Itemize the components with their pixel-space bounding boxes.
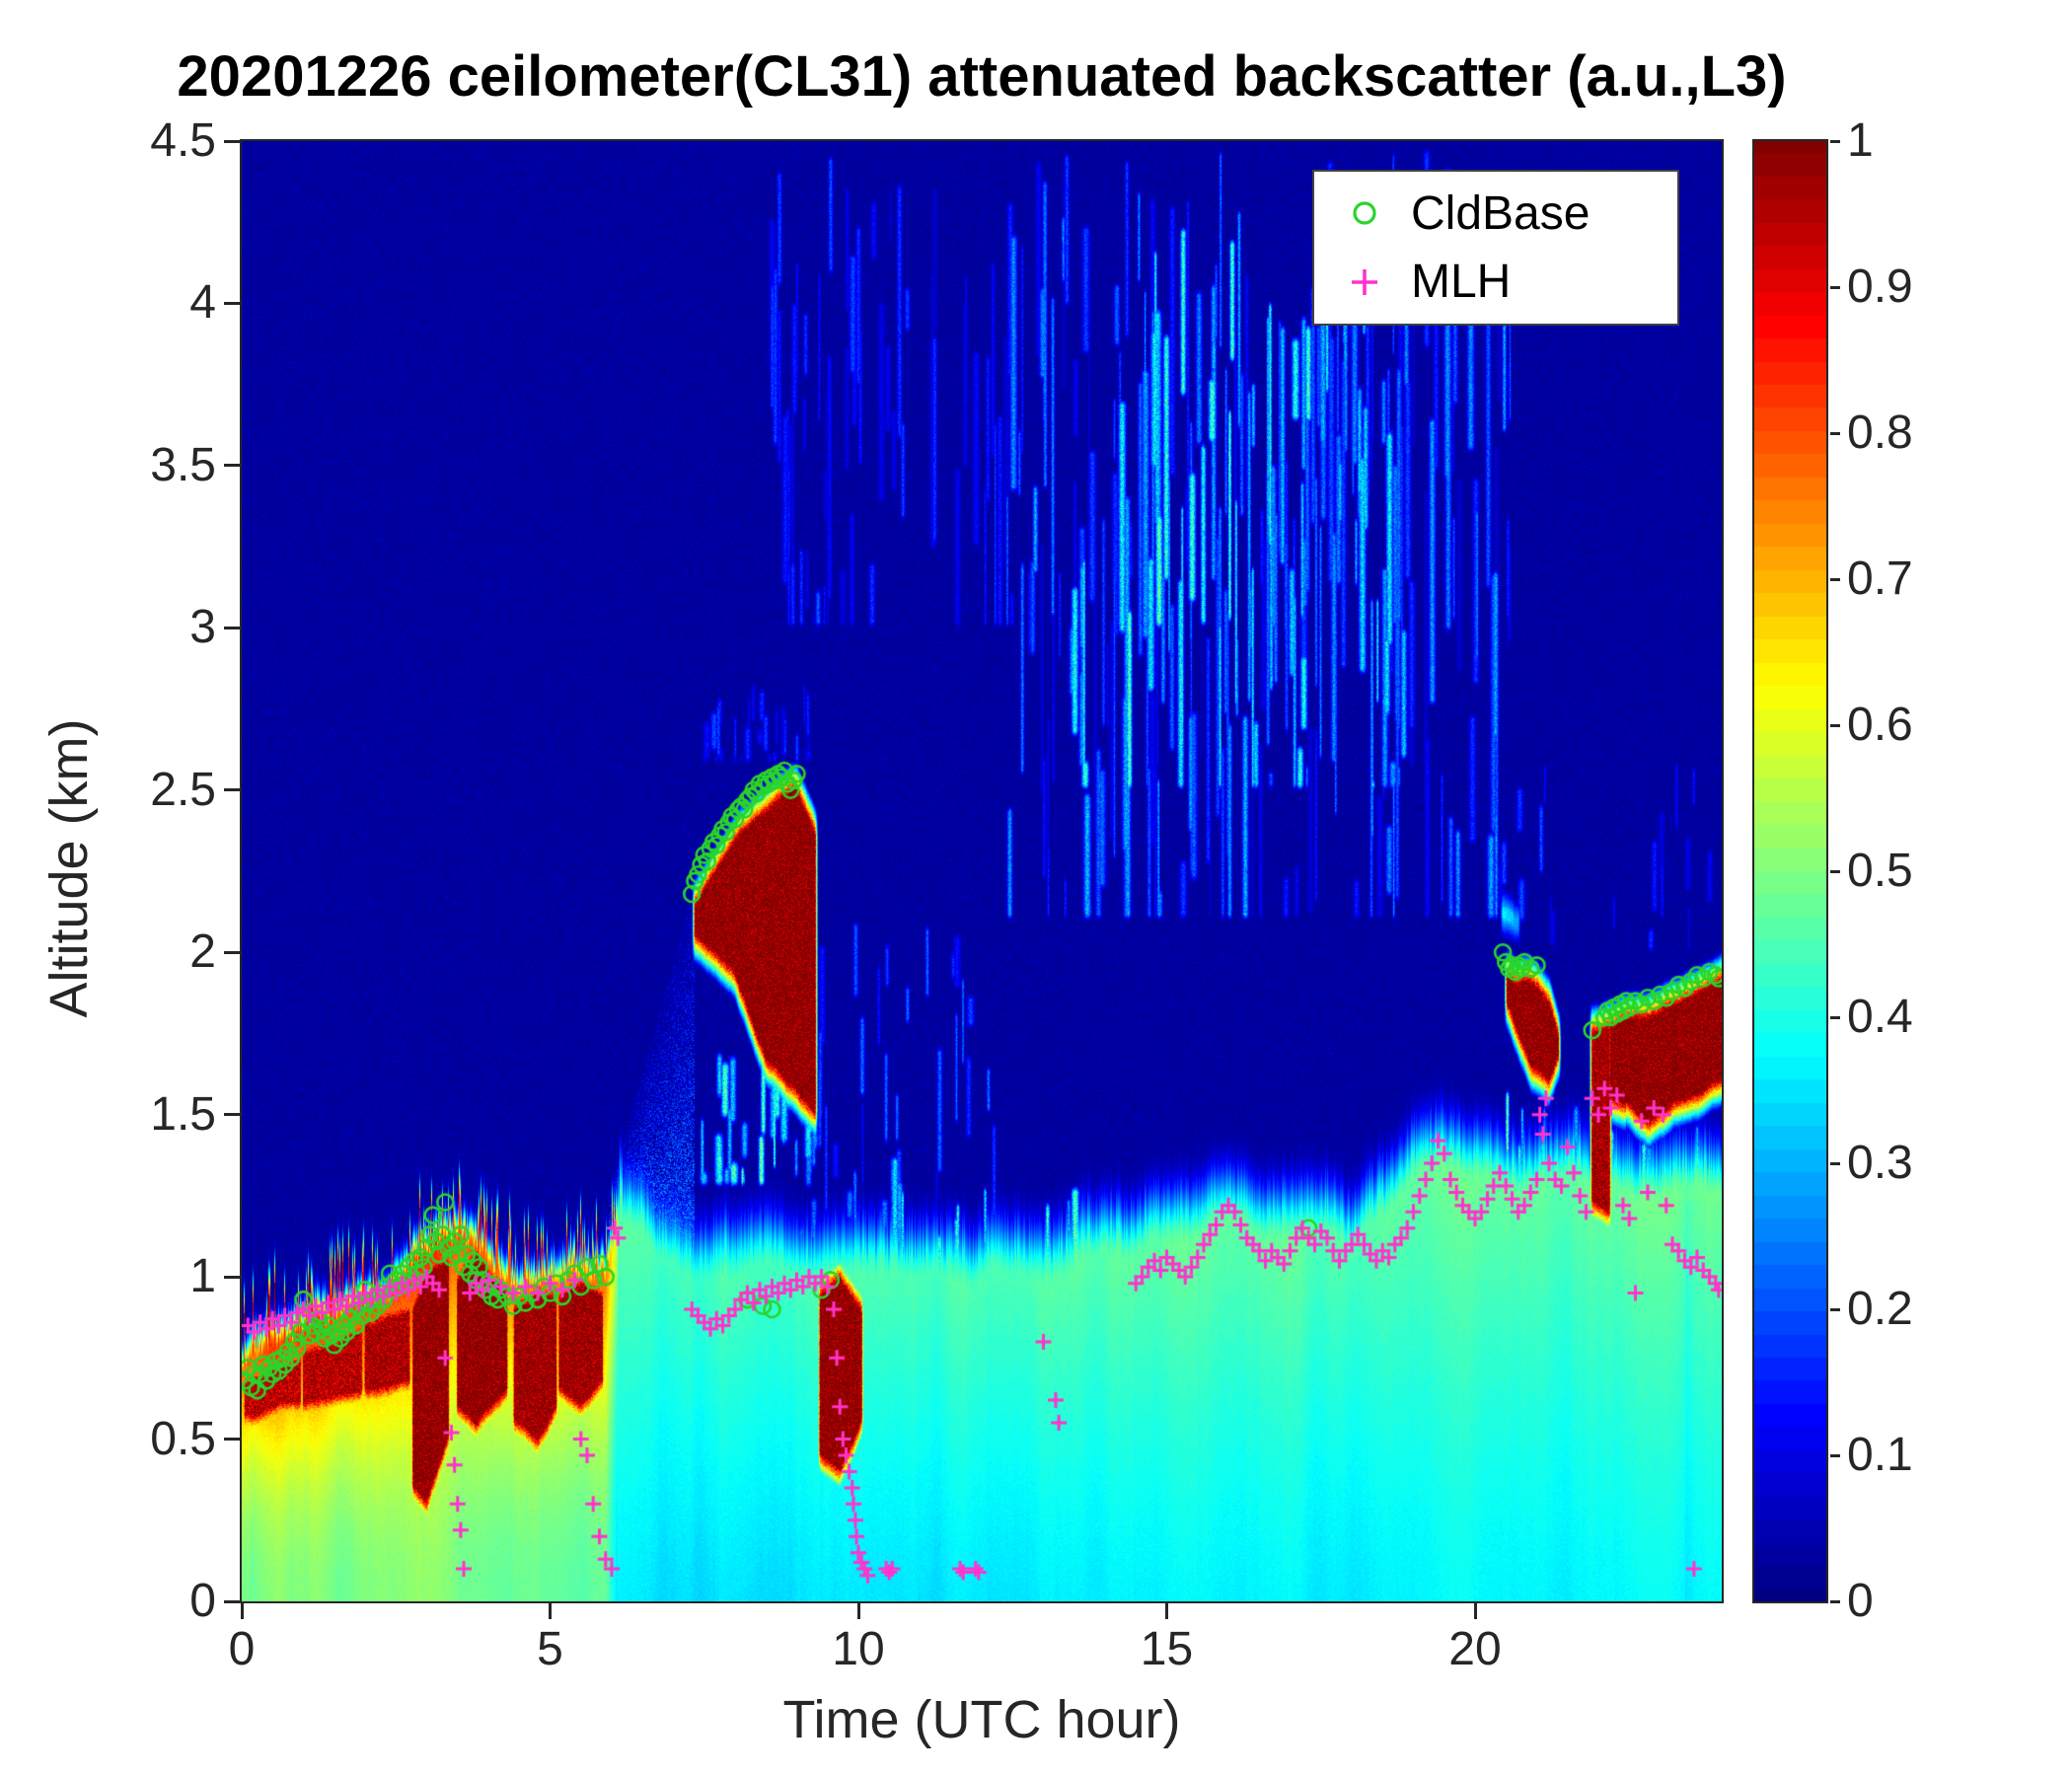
colorbar-tick-label: 0.2 bbox=[1847, 1283, 1913, 1335]
y-tick bbox=[224, 950, 240, 954]
colorbar-tick-label: 0.8 bbox=[1847, 407, 1913, 459]
x-tick-label: 5 bbox=[537, 1623, 563, 1675]
y-tick bbox=[224, 464, 240, 468]
x-tick bbox=[240, 1603, 244, 1619]
y-tick bbox=[224, 301, 240, 305]
y-tick-label: 4 bbox=[189, 276, 216, 330]
y-tick bbox=[224, 1599, 240, 1603]
x-tick-label: 10 bbox=[832, 1623, 885, 1675]
heatmap-canvas bbox=[242, 141, 1722, 1601]
y-tick bbox=[224, 626, 240, 629]
colorbar-tick bbox=[1830, 1161, 1840, 1165]
x-tick bbox=[1473, 1603, 1477, 1619]
colorbar-canvas bbox=[1754, 141, 1826, 1601]
y-tick-label: 3 bbox=[189, 601, 216, 654]
y-axis-label: Altitude (km) bbox=[39, 718, 99, 1018]
y-tick bbox=[224, 1275, 240, 1279]
y-tick-label: 0.5 bbox=[150, 1412, 216, 1465]
y-tick bbox=[224, 1113, 240, 1117]
y-tick bbox=[224, 139, 240, 143]
y-tick bbox=[224, 788, 240, 792]
y-tick-label: 4.5 bbox=[150, 114, 216, 167]
x-tick-label: 20 bbox=[1448, 1623, 1502, 1675]
cldbase-circle-icon bbox=[1353, 201, 1376, 225]
colorbar-tick bbox=[1830, 285, 1840, 289]
x-tick bbox=[856, 1603, 860, 1619]
legend-label-cldbase: CldBase bbox=[1411, 186, 1591, 240]
colorbar-tick-label: 0.9 bbox=[1847, 260, 1913, 313]
y-tick-label: 2 bbox=[189, 925, 216, 979]
colorbar-tick-label: 0.7 bbox=[1847, 553, 1913, 605]
y-tick-label: 1 bbox=[189, 1250, 216, 1303]
x-tick bbox=[549, 1603, 552, 1619]
colorbar-tick bbox=[1830, 723, 1840, 727]
colorbar-tick-label: 0.1 bbox=[1847, 1429, 1913, 1481]
y-tick-label: 0 bbox=[189, 1575, 216, 1627]
x-tick bbox=[1165, 1603, 1168, 1619]
y-tick-label: 3.5 bbox=[150, 438, 216, 491]
legend-label-mlh: MLH bbox=[1411, 256, 1512, 309]
colorbar-tick-label: 0.6 bbox=[1847, 699, 1913, 751]
y-tick-label: 1.5 bbox=[150, 1087, 216, 1141]
page-title: 20201226 ceilometer(CL31) attenuated bac… bbox=[177, 44, 1787, 109]
colorbar-tick-label: 0 bbox=[1847, 1575, 1874, 1627]
colorbar-tick bbox=[1830, 431, 1840, 435]
y-tick-label: 2.5 bbox=[150, 763, 216, 816]
x-tick-label: 0 bbox=[228, 1623, 256, 1675]
colorbar-tick bbox=[1830, 577, 1840, 581]
legend: CldBase MLH bbox=[1312, 170, 1679, 326]
colorbar-tick-label: 1 bbox=[1847, 114, 1874, 167]
x-axis-label: Time (UTC hour) bbox=[782, 1690, 1181, 1749]
colorbar-tick bbox=[1830, 1015, 1840, 1019]
colorbar-tick bbox=[1830, 139, 1840, 143]
legend-item-mlh: MLH bbox=[1314, 255, 1677, 309]
colorbar-tick bbox=[1830, 869, 1840, 873]
colorbar-tick bbox=[1830, 1307, 1840, 1311]
colorbar-tick-label: 0.3 bbox=[1847, 1137, 1913, 1189]
colorbar-tick bbox=[1830, 1599, 1840, 1603]
colorbar-tick-label: 0.4 bbox=[1847, 991, 1913, 1043]
legend-item-cldbase: CldBase bbox=[1314, 186, 1677, 241]
mlh-plus-icon bbox=[1352, 268, 1377, 295]
colorbar-tick-label: 0.5 bbox=[1847, 845, 1913, 897]
colorbar-tick bbox=[1830, 1453, 1840, 1457]
x-tick-label: 15 bbox=[1140, 1623, 1194, 1675]
y-tick bbox=[224, 1438, 240, 1442]
